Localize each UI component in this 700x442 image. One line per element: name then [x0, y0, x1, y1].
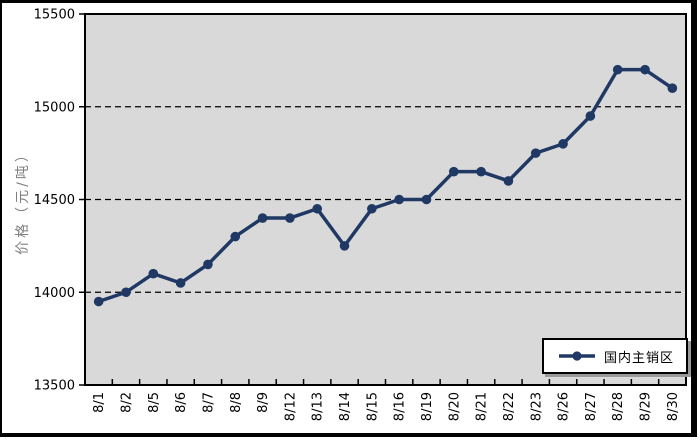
data-point	[339, 241, 350, 251]
x-tick-label: 8/28	[611, 392, 626, 421]
data-point	[394, 194, 404, 205]
legend-series-marker-icon	[558, 351, 595, 361]
data-point	[93, 296, 104, 307]
x-tick-label: 8/22	[502, 392, 517, 421]
data-point	[121, 287, 131, 298]
x-tick-label: 8/5	[147, 392, 162, 413]
data-point	[175, 278, 186, 288]
data-point	[230, 231, 241, 242]
data-point	[612, 64, 623, 75]
data-point	[558, 139, 568, 149]
x-tick-label: 8/21	[475, 392, 490, 421]
data-point	[530, 148, 541, 158]
x-tick-label: 8/7	[201, 392, 216, 413]
legend-series-label: 国内主销区	[603, 350, 674, 366]
x-tick-label: 8/29	[639, 392, 654, 421]
y-tick-label: 14500	[34, 193, 75, 208]
x-tick-label: 8/12	[283, 392, 298, 421]
data-point	[367, 203, 377, 214]
x-tick-label: 8/8	[229, 392, 244, 413]
series-line	[96, 67, 675, 304]
data-point	[585, 111, 596, 121]
x-tick-label: 8/27	[584, 392, 599, 421]
x-tick-label: 8/2	[119, 392, 134, 413]
legend: 国内主销区	[542, 338, 688, 374]
y-tick-label: 15500	[34, 8, 75, 23]
x-tick-label: 8/20	[447, 392, 462, 421]
x-tick-label: 8/16	[393, 392, 408, 421]
x-tick-label: 8/13	[311, 392, 326, 421]
x-tick-label: 8/23	[529, 392, 544, 421]
x-tick-label: 8/26	[557, 392, 572, 421]
data-point	[503, 176, 514, 186]
data-point	[667, 83, 678, 93]
data-point	[285, 213, 295, 223]
data-point	[312, 203, 323, 214]
data-point	[448, 166, 459, 177]
x-tick-label: 8/14	[338, 392, 353, 421]
x-tick-label: 8/19	[420, 392, 435, 421]
x-tick-label: 8/1	[92, 392, 107, 413]
data-point	[640, 64, 650, 75]
data-point	[148, 268, 159, 279]
x-tick-label: 8/6	[174, 392, 189, 413]
data-point	[421, 194, 432, 205]
data-point	[203, 259, 213, 270]
x-tick-label: 8/30	[666, 392, 681, 421]
y-tick-label: 13500	[34, 379, 75, 394]
x-tick-label: 8/15	[365, 392, 380, 421]
data-point	[476, 166, 486, 177]
y-tick-label: 14000	[34, 286, 75, 301]
data-point	[257, 213, 268, 223]
y-tick-label: 15000	[34, 100, 75, 115]
x-tick-label: 8/9	[256, 392, 271, 413]
